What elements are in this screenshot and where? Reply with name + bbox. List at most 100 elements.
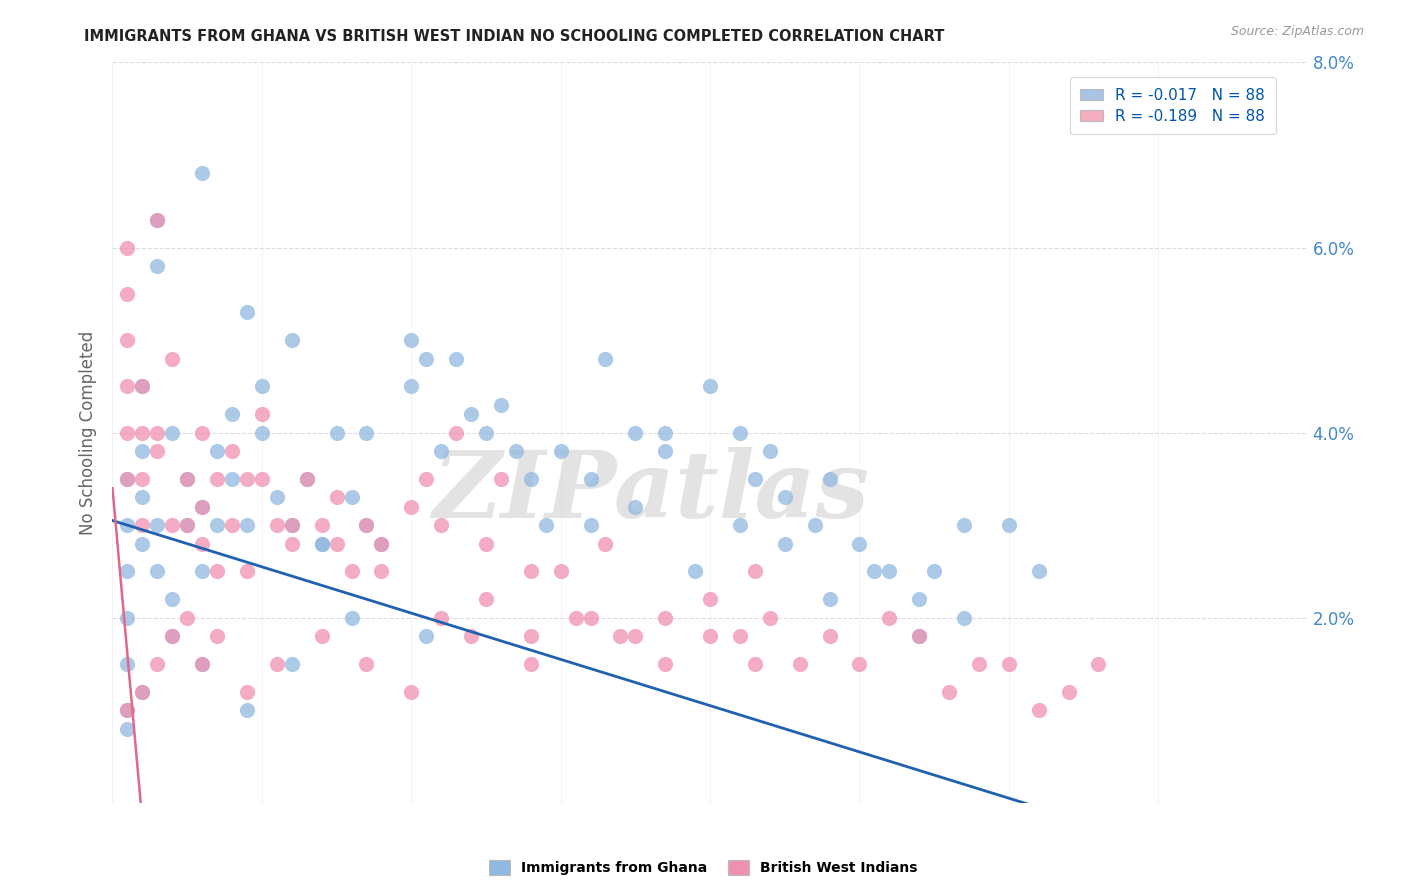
Point bbox=[295, 472, 318, 486]
Point bbox=[176, 472, 198, 486]
Point bbox=[266, 657, 288, 671]
Point bbox=[250, 407, 273, 421]
Point bbox=[117, 425, 139, 440]
Point bbox=[401, 500, 423, 514]
Point bbox=[250, 472, 273, 486]
Point bbox=[176, 472, 198, 486]
Point bbox=[489, 398, 512, 412]
Point bbox=[877, 565, 901, 579]
Point bbox=[654, 425, 676, 440]
Point bbox=[430, 518, 453, 533]
Point bbox=[430, 444, 453, 458]
Point bbox=[803, 518, 825, 533]
Point bbox=[236, 305, 259, 319]
Point bbox=[728, 629, 751, 643]
Point bbox=[162, 592, 183, 607]
Point bbox=[117, 518, 139, 533]
Point bbox=[281, 518, 304, 533]
Point bbox=[117, 472, 139, 486]
Point bbox=[1028, 703, 1050, 717]
Point bbox=[699, 629, 721, 643]
Point bbox=[415, 472, 437, 486]
Point bbox=[744, 657, 766, 671]
Point bbox=[922, 565, 945, 579]
Point bbox=[773, 491, 796, 505]
Point bbox=[131, 425, 153, 440]
Point bbox=[624, 500, 647, 514]
Point bbox=[221, 518, 243, 533]
Point bbox=[1028, 565, 1050, 579]
Point bbox=[221, 472, 243, 486]
Point bbox=[311, 518, 333, 533]
Point bbox=[356, 518, 378, 533]
Point bbox=[281, 657, 304, 671]
Point bbox=[266, 518, 288, 533]
Point bbox=[131, 444, 153, 458]
Point bbox=[162, 629, 183, 643]
Point bbox=[848, 536, 870, 550]
Point bbox=[908, 629, 931, 643]
Point bbox=[236, 703, 259, 717]
Point bbox=[818, 629, 841, 643]
Point bbox=[744, 472, 766, 486]
Point bbox=[505, 444, 527, 458]
Point bbox=[401, 685, 423, 699]
Point bbox=[877, 610, 901, 624]
Point bbox=[370, 565, 392, 579]
Point bbox=[370, 536, 392, 550]
Point bbox=[191, 536, 214, 550]
Point bbox=[117, 565, 139, 579]
Point bbox=[773, 536, 796, 550]
Point bbox=[728, 425, 751, 440]
Point bbox=[1087, 657, 1109, 671]
Point bbox=[595, 351, 617, 366]
Point bbox=[475, 536, 498, 550]
Text: ZIPatlas: ZIPatlas bbox=[432, 447, 869, 537]
Point bbox=[356, 518, 378, 533]
Point bbox=[162, 351, 183, 366]
Point bbox=[117, 610, 139, 624]
Point bbox=[266, 491, 288, 505]
Point bbox=[759, 610, 782, 624]
Point bbox=[236, 472, 259, 486]
Point bbox=[654, 610, 676, 624]
Point bbox=[863, 565, 886, 579]
Legend: Immigrants from Ghana, British West Indians: Immigrants from Ghana, British West Indi… bbox=[484, 855, 922, 880]
Point bbox=[131, 685, 153, 699]
Point bbox=[848, 657, 870, 671]
Point bbox=[205, 444, 228, 458]
Point bbox=[460, 407, 482, 421]
Point bbox=[325, 536, 347, 550]
Point bbox=[311, 629, 333, 643]
Point bbox=[444, 351, 467, 366]
Point bbox=[654, 444, 676, 458]
Point bbox=[579, 518, 602, 533]
Point bbox=[281, 536, 304, 550]
Point bbox=[728, 518, 751, 533]
Point bbox=[475, 592, 498, 607]
Point bbox=[744, 565, 766, 579]
Point bbox=[117, 379, 139, 393]
Point bbox=[311, 536, 333, 550]
Point bbox=[176, 610, 198, 624]
Point bbox=[489, 472, 512, 486]
Point bbox=[205, 629, 228, 643]
Point bbox=[117, 472, 139, 486]
Point bbox=[146, 565, 169, 579]
Point bbox=[191, 500, 214, 514]
Point bbox=[683, 565, 706, 579]
Text: IMMIGRANTS FROM GHANA VS BRITISH WEST INDIAN NO SCHOOLING COMPLETED CORRELATION : IMMIGRANTS FROM GHANA VS BRITISH WEST IN… bbox=[84, 29, 945, 44]
Point bbox=[356, 657, 378, 671]
Point bbox=[146, 657, 169, 671]
Point bbox=[325, 425, 347, 440]
Point bbox=[176, 518, 198, 533]
Point bbox=[579, 610, 602, 624]
Point bbox=[311, 536, 333, 550]
Point bbox=[415, 351, 437, 366]
Point bbox=[998, 657, 1021, 671]
Point bbox=[475, 425, 498, 440]
Point bbox=[340, 565, 363, 579]
Point bbox=[131, 685, 153, 699]
Point bbox=[908, 629, 931, 643]
Point bbox=[191, 657, 214, 671]
